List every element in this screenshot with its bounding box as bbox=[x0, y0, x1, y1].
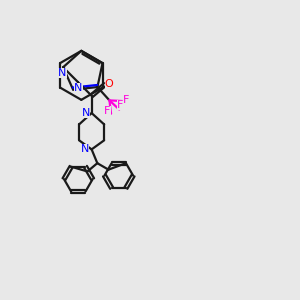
Text: N: N bbox=[74, 83, 83, 93]
Text: N: N bbox=[81, 144, 89, 154]
Text: F: F bbox=[104, 106, 111, 116]
Text: F: F bbox=[117, 100, 124, 110]
Text: O: O bbox=[105, 79, 113, 88]
Text: N: N bbox=[58, 68, 67, 78]
Text: N: N bbox=[82, 108, 90, 118]
Text: F: F bbox=[123, 95, 130, 105]
